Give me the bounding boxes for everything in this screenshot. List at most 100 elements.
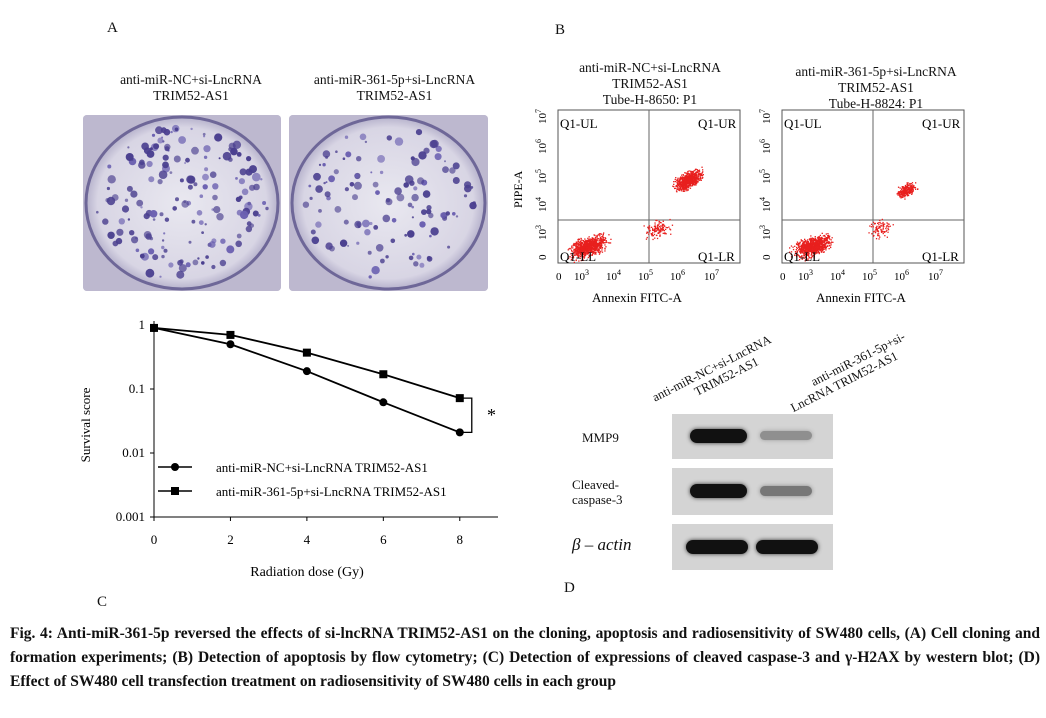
chart-significance-bracket [461, 397, 473, 434]
flow-xtick: 106 [670, 268, 685, 283]
flow-ytick: 106 [758, 139, 773, 154]
flow-xtick: 0 [780, 271, 786, 283]
flow-xtick: 107 [928, 268, 943, 283]
chart-legend-label: anti-miR-361-5p+si-LncRNA TRIM52-AS1 [216, 484, 447, 499]
panel-b-right-title: anti-miR-361-5p+si-LncRNA TRIM52-AS1 Tub… [771, 64, 981, 112]
wb-blot-mmp9 [672, 414, 833, 459]
flow-left-quad-ur: Q1-UR [698, 116, 737, 131]
chart-point-series-2 [150, 323, 158, 332]
flow-right-quad-ll: Q1-LL [784, 249, 820, 264]
flow-ytick: 0 [537, 254, 549, 260]
flow-plot-left: Q1-UL Q1-UR Q1-LL Q1-LR PIPE-A Annexin F… [511, 109, 741, 305]
flow-ytick: 0 [761, 254, 773, 260]
panel-a-left-title: anti-miR-NC+si-LncRNA TRIM52-AS1 [86, 72, 296, 104]
flow-right-xlabel: Annexin FITC-A [816, 290, 907, 305]
wb-row-caspase-label: Cleaved- caspase-3 [572, 477, 623, 507]
flow-plot-right: Q1-UL Q1-UR Q1-LL Q1-LR Annexin FITC-A 0… [758, 109, 965, 305]
survival-chart: 1 0.1 0.01 0.001 0 2 4 6 8 anti-miR-NC+si-LncRNA… [78, 317, 498, 580]
wb-row-caspase-label-line1: Cleaved- [572, 477, 619, 492]
flow-ytick: 104 [534, 197, 549, 212]
wb-band-caspase-lane2 [760, 486, 812, 496]
chart-point-series-1 [379, 398, 388, 407]
chart-point-series-1 [455, 428, 464, 437]
chart-xtick-label: 8 [457, 532, 464, 547]
chart-point-series-1 [226, 340, 235, 349]
wb-band-mmp9-lane1 [690, 429, 747, 443]
flow-ytick: 106 [534, 139, 549, 154]
wb-row-actin-label: β – actin [572, 535, 632, 554]
panel-b-label: B [555, 22, 566, 38]
flow-xtick: 104 [830, 268, 845, 283]
chart-significance-annotation: * [487, 405, 496, 425]
flow-right-quad-lr: Q1-LR [922, 249, 959, 264]
chart-legend-marker [171, 487, 179, 495]
panel-b-right-tube: Tube-H-8824: P1 [828, 96, 924, 111]
flow-right-quad-ul: Q1-UL [784, 116, 822, 131]
chart-ytick-label: 1 [139, 317, 146, 332]
flow-left-xlabel: Annexin FITC-A [592, 290, 683, 305]
flow-xtick: 103 [574, 268, 589, 283]
wb-band-caspase-lane1 [690, 484, 747, 498]
flow-xtick: 105 [862, 268, 877, 283]
flow-plot-left-events [567, 166, 704, 263]
flow-xtick: 103 [798, 268, 813, 283]
flow-ytick: 107 [758, 109, 773, 124]
wb-blot-caspase [672, 468, 833, 515]
wb-row-caspase-label-line2: caspase-3 [572, 492, 623, 507]
panel-a-right-title: anti-miR-361-5p+si-LncRNA TRIM52-AS1 [287, 72, 502, 104]
flow-ytick: 105 [534, 169, 549, 184]
figure-caption: Fig. 4: Anti-miR-361-5p reversed the eff… [10, 625, 1040, 690]
colony-dish-left-image [83, 115, 281, 291]
chart-point-series-2 [302, 348, 311, 357]
panel-b-left-tube: Tube-H-8650: P1 [602, 92, 698, 107]
flow-xtick: 104 [606, 268, 621, 283]
panel-b-left-title: anti-miR-NC+si-LncRNA TRIM52-AS1 Tube-H-… [550, 60, 750, 108]
chart-point-series-1 [302, 367, 311, 376]
wb-band-actin-lane1 [686, 540, 748, 554]
flow-ytick: 107 [534, 109, 549, 124]
chart-xtick-label: 6 [380, 532, 387, 547]
panel-a-right-title-line1: anti-miR-361-5p+si-LncRNA [313, 72, 476, 87]
panel-c-label: C [97, 594, 108, 610]
panel-b-left-title-line1: anti-miR-NC+si-LncRNA [579, 60, 721, 75]
panel-a-left-title-line2: TRIM52-AS1 [153, 88, 229, 103]
wb-band-actin-lane2 [756, 540, 818, 554]
flow-xtick: 0 [556, 271, 562, 283]
chart-xtick-label: 0 [151, 532, 158, 547]
panel-b-left-title-line2: TRIM52-AS1 [612, 76, 688, 91]
panel-d-label: D [564, 580, 575, 596]
wb-band-mmp9-lane2 [760, 431, 812, 440]
chart-point-series-2 [455, 394, 464, 403]
colony-dish-right-image [289, 115, 488, 291]
flow-xtick: 105 [638, 268, 653, 283]
panel-b-right-title-line2: TRIM52-AS1 [838, 80, 914, 95]
flow-ytick: 105 [758, 169, 773, 184]
chart-xlabel: Radiation dose (Gy) [250, 565, 364, 580]
chart-ytick-label: 0.001 [116, 509, 145, 524]
chart-xtick-label: 2 [227, 532, 234, 547]
chart-legend-marker [171, 463, 179, 471]
panel-b-right-title-line1: anti-miR-361-5p+si-LncRNA [795, 64, 957, 79]
flow-ytick: 104 [758, 197, 773, 212]
panel-a-left-title-line1: anti-miR-NC+si-LncRNA [120, 72, 262, 87]
chart-xtick-label: 4 [304, 532, 311, 547]
chart-series-line-1 [153, 327, 461, 434]
flow-left-quad-ul: Q1-UL [560, 116, 598, 131]
chart-ytick-label: 0.01 [122, 445, 145, 460]
panel-a-right-title-line2: TRIM52-AS1 [356, 88, 433, 103]
flow-left-quad-ll: Q1-LL [560, 249, 596, 264]
flow-left-quad-lr: Q1-LR [698, 249, 735, 264]
flow-right-quad-ur: Q1-UR [922, 116, 961, 131]
panel-a-label: A [107, 20, 118, 36]
flow-plot-right-events [789, 182, 919, 262]
flow-ytick: 103 [758, 225, 773, 240]
chart-legend-label: anti-miR-NC+si-LncRNA TRIM52-AS1 [216, 460, 428, 475]
chart-ytick-label: 0.1 [129, 381, 145, 396]
wb-row-mmp9-label: MMP9 [582, 430, 619, 445]
wb-blot-actin [672, 524, 833, 570]
flow-xtick: 107 [704, 268, 719, 283]
chart-ylabel: Survival score [78, 387, 93, 462]
chart-point-series-2 [379, 370, 388, 379]
flow-ytick: 103 [534, 225, 549, 240]
chart-point-series-2 [226, 330, 235, 339]
